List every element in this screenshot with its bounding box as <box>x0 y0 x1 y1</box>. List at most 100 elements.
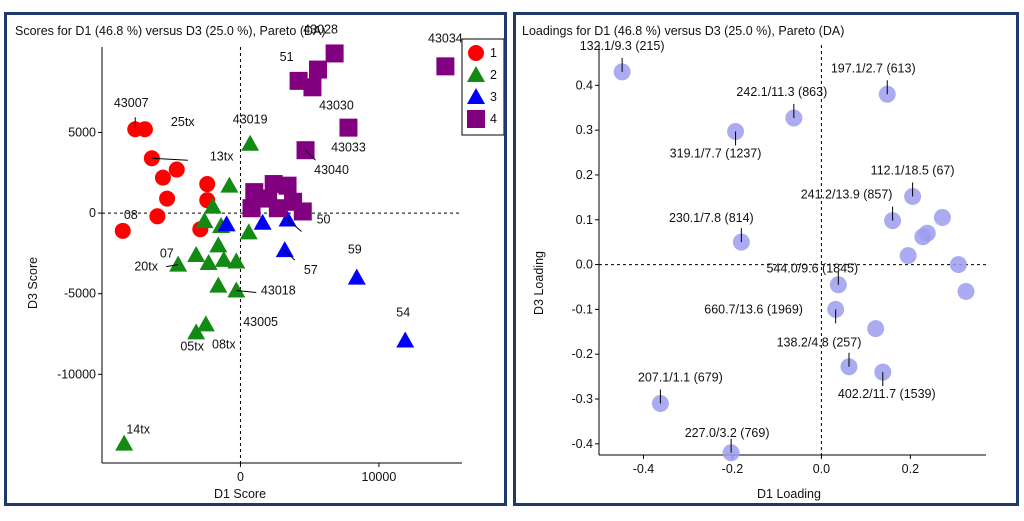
legend-marker-1 <box>468 45 484 61</box>
cluster-3-point <box>253 213 272 230</box>
loadings-x-axis-label: D1 Loading <box>757 487 821 501</box>
legend-label: 4 <box>490 112 497 126</box>
cluster-2-point <box>196 315 215 332</box>
x-tick-label: -0.4 <box>633 462 655 476</box>
loading-point <box>914 228 932 246</box>
point-label: 51 <box>280 50 294 64</box>
cluster-3-point <box>275 241 294 258</box>
cluster-2-point <box>214 250 233 267</box>
legend-label: 1 <box>490 46 497 60</box>
scores-chart-title: Scores for D1 (46.8 %) versus D3 (25.0 %… <box>15 24 326 38</box>
point-label: 227.0/3.2 (769) <box>685 426 770 440</box>
loadings-axes: -0.4 -0.2 0.0 0.2 0.4 0.3 0.2 0.1 0.0 -0.1 -0.2 -0.… <box>571 45 986 476</box>
point-label: 08 <box>124 208 138 222</box>
scores-axes: 0 10000 5000 0 -5000 -10000 <box>57 47 462 484</box>
cluster-4-point <box>264 175 283 194</box>
cluster-4-point <box>339 118 358 137</box>
point-label: 05tx <box>180 339 204 353</box>
legend-marker-2 <box>467 66 485 82</box>
cluster-4-point <box>245 183 264 202</box>
point-label: 14tx <box>126 423 150 437</box>
cluster-2-point <box>187 246 206 262</box>
loading-point <box>727 122 745 140</box>
loadings-chart-title: Loadings for D1 (46.8 %) versus D3 (25.0… <box>522 24 844 38</box>
cluster-1-point <box>149 208 166 225</box>
point-label: 319.1/7.7 (1237) <box>670 146 762 160</box>
cluster-2-point <box>187 323 206 340</box>
point-label: 54 <box>396 305 410 319</box>
cluster-4-point <box>436 57 455 76</box>
label-leader-line <box>287 219 302 232</box>
y-tick-label: 0.0 <box>576 258 593 272</box>
cluster-2-point <box>227 252 246 269</box>
point-label: 241.2/13.9 (857) <box>801 188 893 202</box>
cluster-4-point <box>303 78 322 97</box>
cluster-3-point <box>217 215 236 232</box>
point-label: 230.1/7.8 (814) <box>669 211 754 225</box>
cluster-3-point <box>278 210 297 227</box>
x-tick-label: 0.2 <box>902 462 919 476</box>
loadings-zero-lines <box>599 45 986 455</box>
cluster-1-point <box>199 176 216 193</box>
y-tick-label: 5000 <box>68 125 96 139</box>
point-label: 50 <box>317 213 331 227</box>
y-tick-label: 0.1 <box>576 213 593 227</box>
cluster-2-point <box>199 254 218 271</box>
cluster-3-point <box>396 331 415 348</box>
cluster-2-point <box>203 197 222 214</box>
point-label: 13tx <box>210 149 234 163</box>
point-label: 43028 <box>303 22 338 36</box>
cluster-1-point <box>114 222 131 239</box>
point-label: 20tx <box>134 260 158 274</box>
y-tick-label: -0.1 <box>571 302 593 316</box>
legend-label: 2 <box>490 68 497 82</box>
label-leader-line <box>305 149 316 161</box>
point-label: 43040 <box>314 163 349 177</box>
label-leader-line <box>284 249 296 261</box>
point-label: 197.1/2.7 (613) <box>831 61 916 75</box>
loadings-chart: Loadings for D1 (46.8 %) versus D3 (25.0… <box>522 24 986 501</box>
y-tick-label: -10000 <box>57 367 96 381</box>
point-label: 07 <box>160 246 174 260</box>
y-tick-label: 0.2 <box>576 168 593 182</box>
cluster-1-point <box>136 121 153 138</box>
y-tick-label: 0.3 <box>576 123 593 137</box>
cluster-2-point <box>227 281 246 298</box>
loadings-point-labels: 132.1/9.3 (215) 197.1/2.7 (613) 242.1/11.3… <box>580 39 955 453</box>
x-tick-label: 10000 <box>362 470 397 484</box>
cluster-2-point <box>195 212 214 229</box>
x-tick-label: 0 <box>237 470 244 484</box>
point-label: 59 <box>348 243 362 257</box>
cluster-4-point <box>242 199 261 218</box>
cluster-1-point <box>154 169 171 186</box>
loading-point <box>899 247 917 265</box>
point-label: 660.7/13.6 (1969) <box>704 302 803 316</box>
point-label: 43034 <box>428 31 463 45</box>
point-label: 43033 <box>331 141 366 155</box>
scores-chart: Scores for D1 (46.8 %) versus D3 (25.0 %… <box>15 22 504 501</box>
legend-label: 3 <box>490 90 497 104</box>
scores-points <box>114 44 455 451</box>
cluster-4-point <box>289 71 308 90</box>
point-label: 43018 <box>261 283 296 297</box>
cluster-2-point <box>239 223 258 240</box>
loading-point <box>867 320 885 338</box>
y-tick-label: 0.4 <box>576 78 593 92</box>
point-label: 242.1/11.3 (863) <box>736 85 827 99</box>
scores-legend: 1 2 3 4 <box>461 38 504 136</box>
cluster-4-point <box>293 202 312 221</box>
x-tick-label: -0.2 <box>722 462 744 476</box>
point-label: 544.0/9.6 (1845) <box>766 262 858 276</box>
legend-marker-4 <box>467 110 485 128</box>
cluster-2-point <box>220 176 239 193</box>
point-label: 132.1/9.3 (215) <box>580 39 665 53</box>
cluster-1-point <box>159 190 176 207</box>
x-tick-label: 0.0 <box>813 462 830 476</box>
label-leader-line <box>166 264 179 268</box>
y-tick-label: -5000 <box>64 287 96 301</box>
cluster-1-point <box>168 161 185 178</box>
label-leader-line <box>151 157 188 161</box>
y-tick-label: -0.4 <box>571 437 593 451</box>
cluster-4-point <box>309 60 327 79</box>
